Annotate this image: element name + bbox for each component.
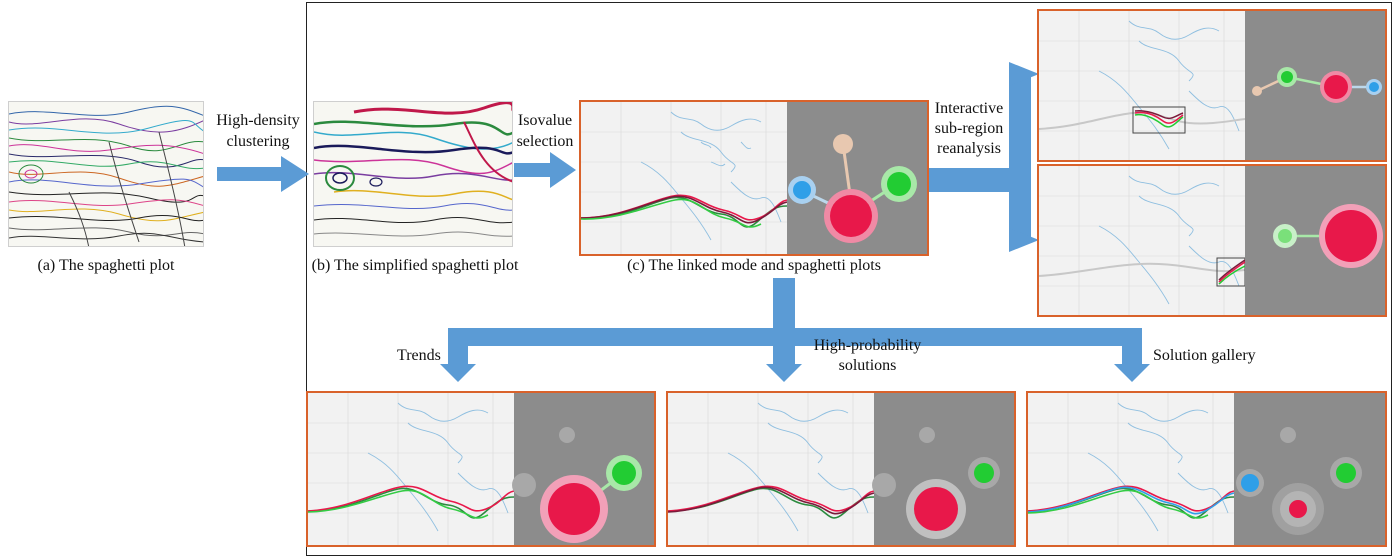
step3-line3: reanalysis: [937, 140, 1001, 157]
subregion-panel-bottom: [1037, 164, 1387, 317]
step2-line2: selection: [516, 133, 574, 150]
caption-b: (b) The simplified spaghetti plot: [311, 257, 519, 274]
high-probability-panel: [666, 391, 1016, 547]
label-high-probability: High-probability solutions: [800, 336, 935, 376]
arrow-branches: [440, 278, 1150, 382]
step1-line1: High-density: [216, 112, 300, 129]
step3-line1: Interactive: [934, 100, 1004, 117]
step-isovalue-selection: Isovalue selection: [510, 110, 580, 152]
arrow-subregion: [929, 62, 1039, 252]
label-trends: Trends: [397, 347, 441, 364]
caption-a: (a) The spaghetti plot: [37, 257, 175, 274]
solution-gallery-panel: [1026, 391, 1387, 547]
step1-line2: clustering: [226, 133, 290, 150]
highprob-line1: High-probability: [813, 337, 922, 354]
spaghetti-plot-image: [8, 101, 204, 247]
caption-c: (c) The linked mode and spaghetti plots: [627, 257, 881, 274]
step-subregion-reanalysis: Interactive sub-region reanalysis: [928, 99, 1010, 159]
trends-panel: [306, 391, 656, 547]
linked-plot-panel: [579, 100, 929, 256]
step3-line2: sub-region: [934, 120, 1004, 137]
simplified-spaghetti-image: [313, 101, 513, 247]
highprob-line2: solutions: [838, 357, 897, 374]
arrow-clustering: [217, 156, 309, 192]
step-high-density-clustering: High-density clustering: [208, 110, 308, 152]
arrow-isovalue: [514, 152, 576, 188]
subregion-panel-top: [1037, 9, 1387, 162]
pipeline-frame: [306, 2, 1392, 556]
step2-line1: Isovalue: [517, 112, 573, 129]
label-solution-gallery: Solution gallery: [1153, 347, 1256, 364]
